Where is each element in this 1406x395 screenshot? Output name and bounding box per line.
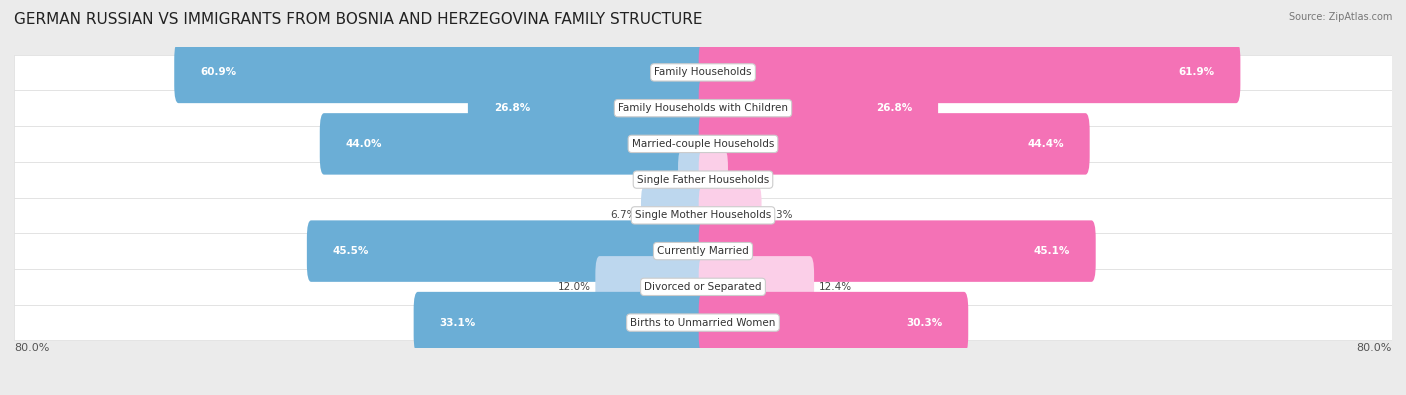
FancyBboxPatch shape — [699, 184, 762, 246]
FancyBboxPatch shape — [595, 256, 707, 318]
FancyBboxPatch shape — [319, 113, 707, 175]
Text: Currently Married: Currently Married — [657, 246, 749, 256]
FancyBboxPatch shape — [413, 292, 707, 353]
Bar — [14, 305, 1392, 340]
FancyBboxPatch shape — [174, 42, 707, 103]
FancyBboxPatch shape — [699, 256, 814, 318]
Text: Single Mother Households: Single Mother Households — [636, 211, 770, 220]
Text: Single Father Households: Single Father Households — [637, 175, 769, 184]
Text: Divorced or Separated: Divorced or Separated — [644, 282, 762, 292]
FancyBboxPatch shape — [699, 42, 1240, 103]
Text: 61.9%: 61.9% — [1178, 68, 1215, 77]
Bar — [14, 198, 1392, 233]
FancyBboxPatch shape — [699, 77, 938, 139]
Text: 26.8%: 26.8% — [876, 103, 912, 113]
Text: 12.4%: 12.4% — [818, 282, 852, 292]
Text: 45.1%: 45.1% — [1033, 246, 1070, 256]
Text: 12.0%: 12.0% — [558, 282, 591, 292]
Text: 44.0%: 44.0% — [346, 139, 382, 149]
Text: GERMAN RUSSIAN VS IMMIGRANTS FROM BOSNIA AND HERZEGOVINA FAMILY STRUCTURE: GERMAN RUSSIAN VS IMMIGRANTS FROM BOSNIA… — [14, 12, 703, 27]
Text: 33.1%: 33.1% — [440, 318, 475, 327]
Text: 2.4%: 2.4% — [733, 175, 759, 184]
Text: 6.3%: 6.3% — [766, 211, 793, 220]
Text: Family Households with Children: Family Households with Children — [619, 103, 787, 113]
FancyBboxPatch shape — [699, 113, 1090, 175]
Bar — [14, 162, 1392, 198]
Text: Source: ZipAtlas.com: Source: ZipAtlas.com — [1288, 12, 1392, 22]
Bar — [14, 55, 1392, 90]
FancyBboxPatch shape — [307, 220, 707, 282]
Text: 45.5%: 45.5% — [333, 246, 368, 256]
Text: 60.9%: 60.9% — [200, 68, 236, 77]
FancyBboxPatch shape — [699, 292, 969, 353]
Text: Family Households: Family Households — [654, 68, 752, 77]
FancyBboxPatch shape — [468, 77, 707, 139]
Text: 26.8%: 26.8% — [494, 103, 530, 113]
Text: 6.7%: 6.7% — [610, 211, 637, 220]
FancyBboxPatch shape — [641, 184, 707, 246]
Text: Married-couple Households: Married-couple Households — [631, 139, 775, 149]
Bar — [14, 269, 1392, 305]
FancyBboxPatch shape — [699, 149, 728, 211]
FancyBboxPatch shape — [678, 149, 707, 211]
Bar — [14, 233, 1392, 269]
Bar — [14, 90, 1392, 126]
Text: 44.4%: 44.4% — [1028, 139, 1064, 149]
Text: 80.0%: 80.0% — [1357, 343, 1392, 353]
Text: 80.0%: 80.0% — [14, 343, 49, 353]
Text: 2.4%: 2.4% — [647, 175, 673, 184]
Text: Births to Unmarried Women: Births to Unmarried Women — [630, 318, 776, 327]
Bar — [14, 126, 1392, 162]
Text: 30.3%: 30.3% — [905, 318, 942, 327]
FancyBboxPatch shape — [699, 220, 1095, 282]
